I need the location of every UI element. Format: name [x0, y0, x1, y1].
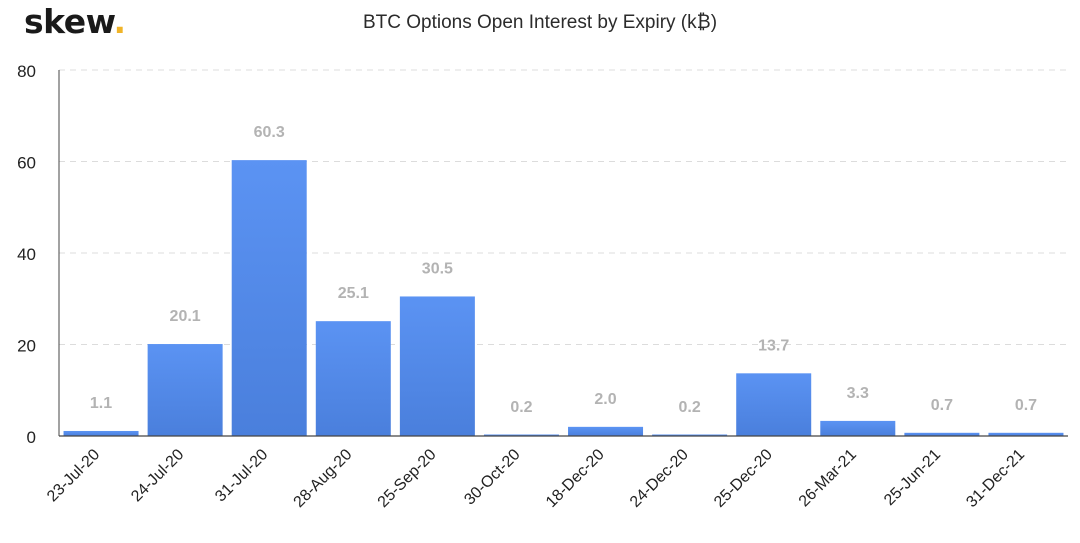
x-axis: 23-Jul-20 24-Jul-20 31-Jul-20 28-Aug-20 25-S…: [44, 435, 1068, 511]
data-labels: 1.1 20.1 60.3 25.1 30.5 0.2 2.0 0.2 13.7 3.3 0.7 0.…: [90, 124, 1037, 416]
bar: [315, 321, 391, 436]
x-tick-label: 24-Dec-20: [627, 446, 692, 511]
y-tick-label: 0: [27, 428, 36, 447]
bars: [63, 160, 1064, 436]
x-tick-label: 23-Jul-20: [44, 446, 103, 505]
y-tick-label: 40: [17, 245, 36, 264]
y-tick-label: 60: [17, 154, 36, 173]
data-label: 0.7: [1015, 397, 1037, 414]
x-tick-label: 28-Aug-20: [291, 446, 356, 511]
data-label: 25.1: [338, 285, 369, 302]
bar: [988, 432, 1064, 436]
bar: [736, 373, 812, 436]
bar: [483, 434, 559, 436]
bar: [904, 432, 980, 436]
data-label: 2.0: [594, 391, 616, 408]
bar: [399, 296, 475, 436]
x-tick-label: 30-Oct-20: [461, 446, 523, 508]
data-label: 0.2: [510, 399, 532, 416]
x-tick-label: 31-Dec-21: [963, 446, 1028, 511]
data-label: 0.2: [679, 399, 701, 416]
data-label: 3.3: [847, 385, 869, 402]
gridlines: [59, 69, 1068, 345]
chart-title: BTC Options Open Interest by Expiry (k₿): [362, 12, 718, 33]
bar: [63, 430, 139, 436]
y-tick-label: 20: [17, 337, 36, 356]
data-label: 30.5: [422, 260, 453, 277]
x-tick-label: 18-Dec-20: [543, 446, 608, 511]
data-label: 20.1: [170, 308, 201, 325]
logo-text: skew: [24, 2, 114, 41]
data-label: 13.7: [758, 337, 789, 354]
x-tick-label: 26-Mar-21: [796, 446, 860, 510]
data-label: 60.3: [254, 124, 285, 141]
x-tick-label: 24-Jul-20: [128, 446, 187, 505]
logo-dot: .: [113, 2, 126, 41]
x-tick-label: 25-Dec-20: [711, 446, 776, 511]
x-tick-label: 25-Sep-20: [375, 446, 440, 511]
bar: [820, 420, 896, 436]
bar: [652, 434, 728, 436]
bar: [147, 344, 223, 436]
y-axis: 0 20 40 60 80: [17, 62, 60, 447]
y-tick-label: 80: [17, 62, 36, 81]
bar: [568, 426, 644, 436]
bar: [231, 160, 307, 436]
skew-logo: skew.: [24, 2, 126, 41]
x-tick-label: 31-Jul-20: [212, 446, 271, 505]
x-tick-label: 25-Jun-21: [881, 446, 944, 509]
data-label: 1.1: [90, 395, 112, 412]
data-label: 0.7: [931, 397, 953, 414]
